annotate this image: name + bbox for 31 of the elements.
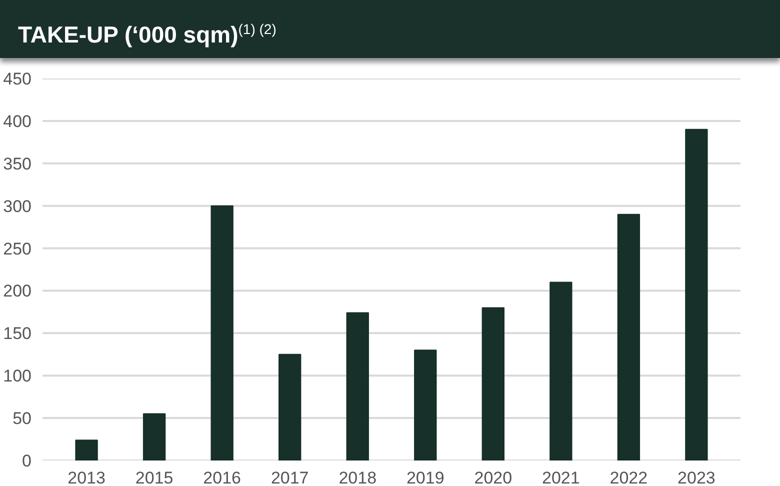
- x-tick-label: 2020: [474, 468, 512, 486]
- x-tick-label: 2019: [406, 468, 444, 486]
- y-tick-label: 0: [22, 452, 32, 470]
- x-tick-label: 2022: [610, 468, 648, 486]
- y-tick-label: 400: [3, 112, 32, 131]
- bar: [482, 307, 504, 460]
- bar: [550, 282, 572, 460]
- bar: [210, 205, 234, 460]
- chart-title: TAKE-UP (‘000 sqm)$^{(1) (2)}$: [18, 20, 276, 50]
- y-tick-label: 450: [3, 70, 32, 88]
- bar: [142, 413, 166, 460]
- bar: [75, 440, 98, 460]
- x-tick-label: 2016: [203, 468, 241, 486]
- x-tick-label: 2015: [135, 468, 174, 486]
- bar: [414, 350, 437, 460]
- bar: [278, 354, 302, 460]
- bar: [346, 312, 369, 460]
- x-tick-label: 2023: [678, 468, 716, 486]
- x-tick-label: 2017: [270, 468, 309, 486]
- y-tick-label: 50: [12, 409, 32, 428]
- y-tick-label: 150: [3, 324, 32, 344]
- bar: [685, 128, 708, 460]
- x-tick-label: 2021: [542, 468, 580, 486]
- y-tick-label: 300: [3, 196, 32, 216]
- x-tick-label: 2013: [68, 468, 106, 486]
- x-tick-label: 2018: [338, 468, 377, 486]
- y-tick-label: 200: [3, 282, 32, 301]
- y-tick-label: 350: [3, 154, 32, 174]
- bar: [617, 214, 640, 460]
- y-tick-label: 100: [3, 366, 32, 386]
- y-tick-label: 250: [3, 239, 32, 258]
